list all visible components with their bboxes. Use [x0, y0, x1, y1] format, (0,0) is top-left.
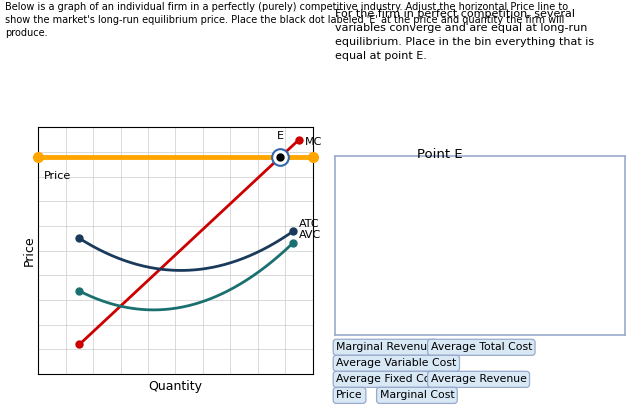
Text: AVC: AVC: [299, 230, 321, 240]
Text: Average Total Cost: Average Total Cost: [431, 342, 532, 352]
Text: Average Revenue: Average Revenue: [431, 374, 526, 384]
Y-axis label: Price: Price: [22, 236, 36, 266]
Text: E: E: [277, 131, 284, 141]
Text: ATC: ATC: [299, 219, 320, 229]
Text: Marginal Revenue: Marginal Revenue: [336, 342, 434, 352]
Text: For the firm in perfect competition, several
variables converge and are equal at: For the firm in perfect competition, sev…: [335, 9, 594, 61]
Text: Price: Price: [336, 390, 363, 400]
Text: Average Fixed Cost: Average Fixed Cost: [336, 374, 441, 384]
Text: MC: MC: [304, 137, 322, 147]
Text: Point E: Point E: [417, 148, 463, 161]
Text: Below is a graph of an individual firm in a perfectly (purely) competitive indus: Below is a graph of an individual firm i…: [5, 2, 568, 39]
Text: Marginal Cost: Marginal Cost: [380, 390, 454, 400]
Text: Average Variable Cost: Average Variable Cost: [336, 358, 456, 368]
X-axis label: Quantity: Quantity: [149, 380, 202, 393]
Text: Price: Price: [44, 171, 71, 180]
